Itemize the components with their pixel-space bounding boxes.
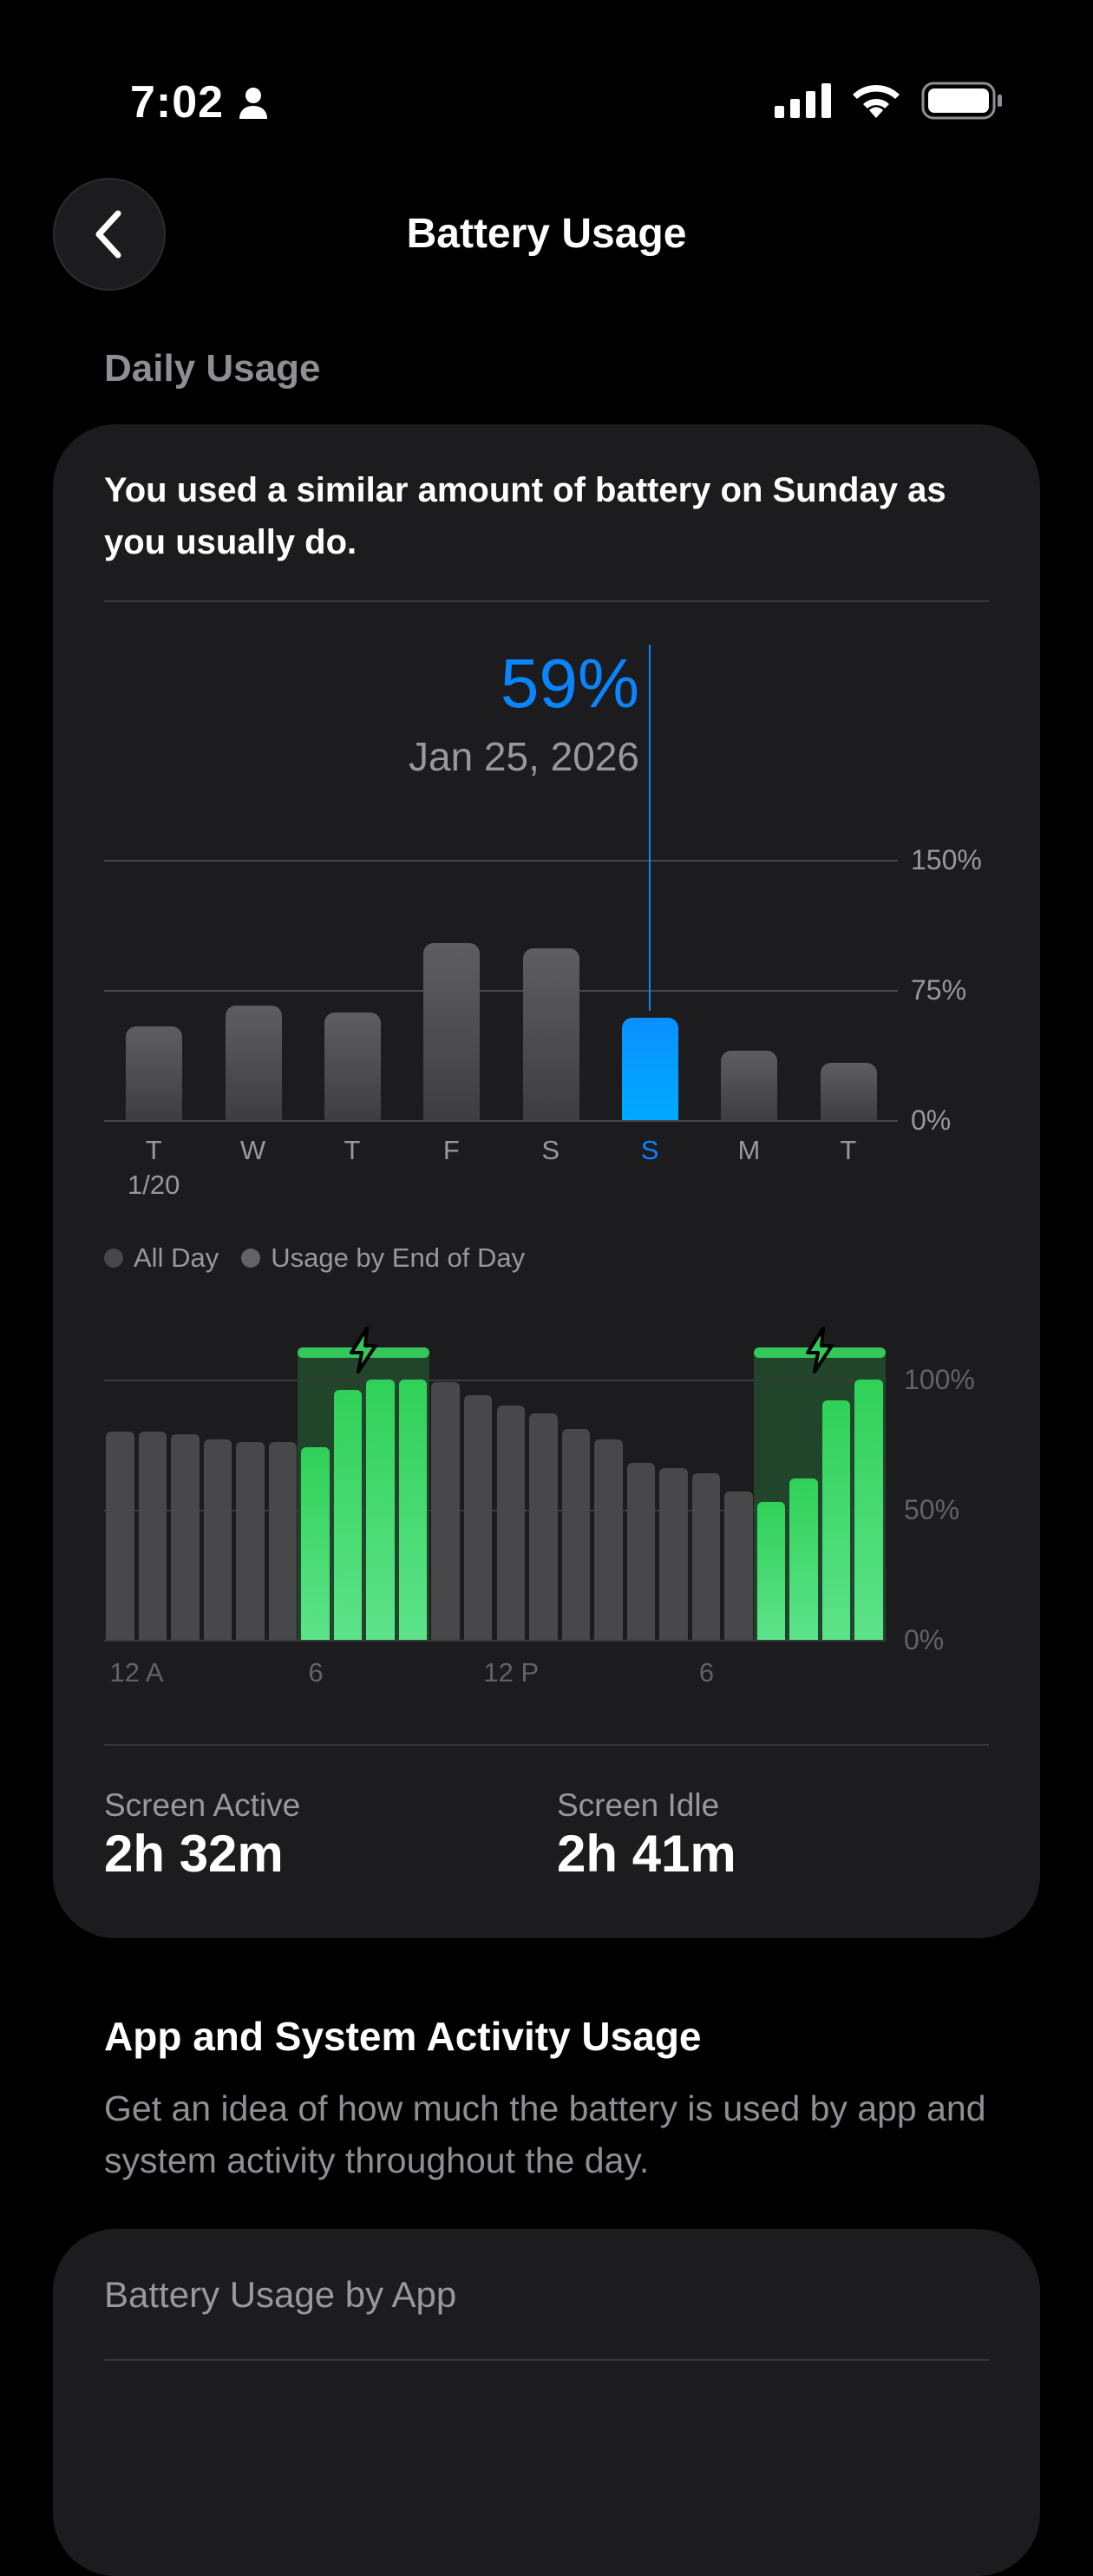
bar[interactable] — [171, 1434, 200, 1640]
page-title: Battery Usage — [406, 211, 687, 257]
legend-all-day: All Day — [134, 1242, 219, 1273]
x-tick-label: S — [640, 1135, 659, 1165]
activity-heading: App and System Activity Usage — [104, 2014, 702, 2059]
charging-bolt-icon — [805, 1327, 834, 1373]
x-tick-label: T — [145, 1135, 162, 1165]
screen-idle-value: 2h 41m — [557, 1825, 736, 1883]
legend-end-of-day: Usage by End of Day — [271, 1242, 526, 1273]
bar-charging[interactable] — [789, 1478, 818, 1640]
bar[interactable] — [431, 1382, 460, 1640]
bar[interactable] — [529, 1413, 558, 1640]
screen-active-label: Screen Active — [104, 1787, 301, 1823]
bar-charging[interactable] — [854, 1380, 883, 1640]
hourly-battery-chart[interactable]: 100% 50% 0% 12 A 6 12 P 6 — [0, 0, 1093, 1735]
legend-dot-end-of-day — [241, 1249, 261, 1268]
first-date-label: 1/20 — [128, 1170, 180, 1200]
selected-percent: 59% — [500, 645, 639, 722]
bar[interactable] — [106, 1432, 134, 1640]
x-tick-label: W — [239, 1135, 266, 1165]
person-icon — [239, 88, 267, 119]
bar[interactable] — [820, 1063, 877, 1120]
bar[interactable] — [691, 1473, 721, 1640]
bar[interactable] — [324, 1013, 381, 1120]
screen-idle-label: Screen Idle — [557, 1787, 720, 1823]
battery-icon — [921, 82, 1002, 120]
bar[interactable] — [659, 1468, 688, 1640]
gridline — [104, 1640, 886, 1642]
x-tick-label: S — [541, 1135, 560, 1165]
divider — [104, 2359, 989, 2361]
bar[interactable] — [721, 1051, 778, 1120]
bar-charging[interactable] — [756, 1502, 786, 1640]
bar-charging[interactable] — [398, 1380, 428, 1640]
divider — [104, 1744, 989, 1746]
bar[interactable] — [626, 1463, 656, 1640]
selection-line — [649, 645, 651, 1011]
charging-bolt-icon — [350, 1327, 378, 1373]
bar-selected[interactable] — [622, 1018, 679, 1120]
y-tick-label: 150% — [911, 844, 982, 875]
x-tick-label: T — [840, 1135, 857, 1165]
y-tick-label: 75% — [911, 974, 967, 1006]
y-tick-label: 100% — [904, 1364, 975, 1395]
daily-usage-card — [53, 424, 1040, 1938]
gridline — [104, 1120, 898, 1122]
y-tick-label: 50% — [904, 1494, 960, 1525]
x-tick-label: T — [344, 1135, 361, 1165]
daily-usage-heading: Daily Usage — [104, 347, 321, 390]
battery-usage-by-app-title: Battery Usage by App — [104, 2274, 457, 2315]
bar[interactable] — [463, 1395, 493, 1640]
x-tick-label: 6 — [308, 1657, 324, 1688]
bar[interactable] — [423, 943, 481, 1120]
legend-dot-all-day — [104, 1249, 123, 1268]
bar-charging[interactable] — [301, 1447, 330, 1640]
chevron-left-icon — [95, 210, 121, 259]
gridline — [104, 1510, 886, 1511]
usage-summary: You used a similar amount of battery on … — [104, 471, 946, 561]
weekly-usage-chart[interactable]: 150% 75% 0% T W T F S S M T 1/20 — [0, 0, 1093, 1215]
y-tick-label: 0% — [904, 1624, 945, 1655]
chart-legend: All Day Usage by End of Day — [104, 1242, 525, 1274]
bar-charging[interactable] — [366, 1380, 395, 1640]
x-tick-label: F — [442, 1135, 460, 1165]
bar-charging[interactable] — [333, 1390, 363, 1640]
gridline — [104, 1380, 886, 1381]
selected-date: Jan 25, 2026 — [408, 734, 639, 779]
y-tick-label: 0% — [911, 1104, 952, 1136]
screen-active-stat: Screen Active 2h 32m — [104, 1787, 300, 1884]
bar[interactable] — [138, 1432, 167, 1640]
divider — [104, 600, 989, 602]
x-tick-label: 12 P — [483, 1657, 540, 1688]
bar[interactable] — [561, 1429, 591, 1640]
bar[interactable] — [268, 1442, 298, 1640]
bar[interactable] — [522, 948, 579, 1120]
bar[interactable] — [126, 1026, 183, 1120]
bar-charging[interactable] — [821, 1400, 851, 1640]
battery-usage-by-app-card[interactable]: Battery Usage by App — [53, 2229, 1040, 2576]
bar[interactable] — [724, 1491, 753, 1640]
gridline — [104, 860, 898, 862]
wifi-icon — [853, 85, 900, 118]
bar[interactable] — [203, 1439, 232, 1640]
bar[interactable] — [236, 1442, 265, 1640]
cellular-signal-icon — [775, 83, 831, 118]
gridline — [104, 990, 898, 992]
x-tick-label: 12 A — [109, 1657, 164, 1688]
status-time: 7:02 — [130, 76, 269, 128]
screen-idle-stat: Screen Idle 2h 41m — [557, 1787, 736, 1884]
x-tick-label: M — [737, 1135, 761, 1165]
x-tick-label: 6 — [698, 1657, 715, 1688]
screen-active-value: 2h 32m — [104, 1825, 284, 1883]
back-button[interactable] — [53, 178, 166, 291]
activity-description: Get an idea of how much the battery is u… — [104, 2088, 986, 2180]
bar[interactable] — [594, 1439, 623, 1640]
bar[interactable] — [225, 1006, 282, 1120]
bar[interactable] — [496, 1406, 526, 1640]
